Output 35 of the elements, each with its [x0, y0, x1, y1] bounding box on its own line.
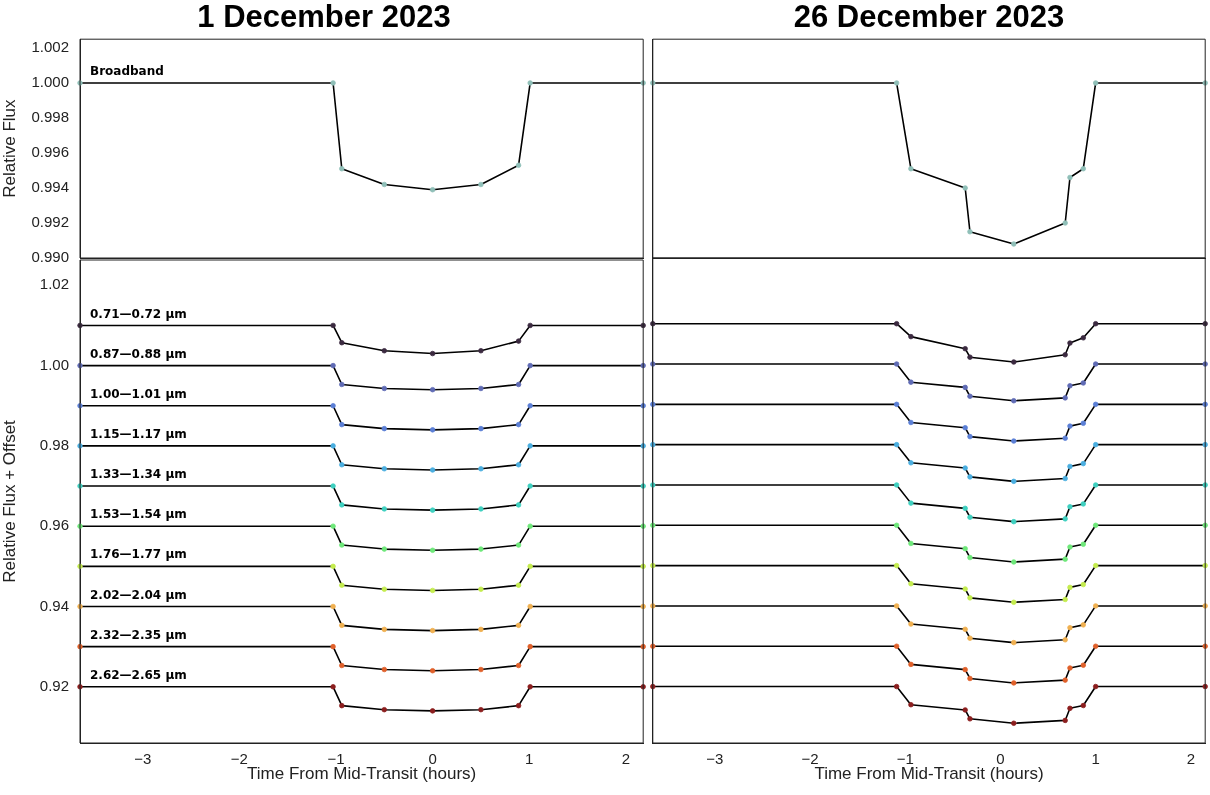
y-tick-label: 1.000	[31, 73, 69, 91]
y-axis-title: Relative Flux	[0, 98, 19, 198]
y-tick-label: 1.02	[39, 275, 69, 293]
x-tick-label: 2	[621, 750, 630, 768]
y-tick-label: 0.94	[39, 596, 69, 614]
y-tick-label: 0.990	[31, 248, 69, 266]
text: 1.00—1.01 µm	[90, 386, 187, 401]
text: 2.32—2.35 µm	[90, 627, 187, 642]
y-tick-label: 0.92	[39, 676, 69, 694]
text: 0.71—0.72 µm	[90, 306, 187, 321]
y-tick-label: 0.994	[31, 178, 69, 196]
text: 0.87—0.88 µm	[90, 346, 187, 361]
y-tick-label: 1.00	[39, 355, 69, 373]
text: 1.76—1.77 µm	[90, 547, 187, 562]
chart-title: 1 December 2023	[197, 0, 451, 35]
text: 1.15—1.17 µm	[90, 427, 187, 442]
text: 1.53—1.54 µm	[90, 507, 187, 522]
y-tick-label: 0.98	[39, 436, 69, 454]
y-tick-label: 0.992	[31, 213, 69, 231]
x-tick-label: −3	[134, 750, 152, 768]
y-tick-label: 1.002	[31, 38, 69, 56]
y-axis-title: Relative Flux + Offset	[0, 419, 19, 583]
text: 2.62—2.65 µm	[90, 667, 187, 682]
y-tick-label: 0.96	[39, 516, 69, 534]
x-tick-label: 1	[525, 750, 534, 768]
text: 1.33—1.34 µm	[90, 467, 187, 482]
text: 2.02—2.04 µm	[90, 587, 187, 602]
text: Broadband	[90, 64, 164, 79]
x-tick-label: −3	[706, 750, 724, 768]
x-tick-label: 1	[1091, 750, 1100, 768]
y-tick-label: 0.996	[31, 143, 69, 161]
chart-title: 26 December 2023	[793, 0, 1065, 35]
x-tick-label: 2	[1186, 750, 1196, 768]
y-tick-label: 0.998	[31, 108, 69, 126]
x-tick-label: −2	[230, 750, 248, 768]
